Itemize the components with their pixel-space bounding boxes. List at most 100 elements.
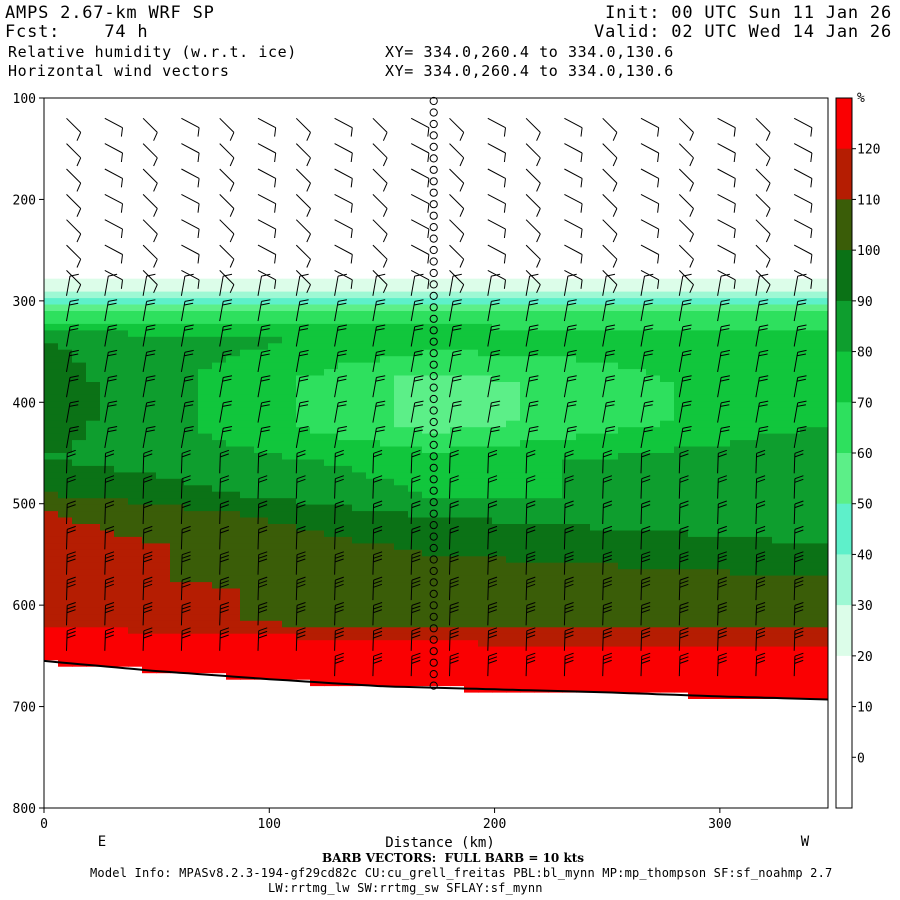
rh-cell xyxy=(688,498,703,506)
rh-cell xyxy=(618,646,633,654)
rh-cell xyxy=(282,362,297,370)
rh-cell xyxy=(786,685,801,693)
wind-barb-feather xyxy=(184,328,194,331)
rh-cell xyxy=(450,291,465,299)
rh-cell xyxy=(576,291,591,299)
rh-cell xyxy=(534,394,549,403)
wind-barb-feather xyxy=(459,157,465,167)
wind-barb-feather xyxy=(197,279,200,289)
rh-cell xyxy=(394,582,409,590)
rh-cell xyxy=(212,607,227,616)
rh-cell xyxy=(72,614,87,622)
rh-cell xyxy=(730,678,745,687)
wind-barb xyxy=(142,194,158,209)
rh-cell xyxy=(422,595,437,603)
rh-cell xyxy=(800,285,815,293)
rh-cell xyxy=(464,440,479,448)
rh-cell xyxy=(814,620,828,628)
rh-cell xyxy=(310,582,325,590)
rh-cell xyxy=(450,317,465,325)
rh-cell xyxy=(198,504,213,512)
wind-barb-feather xyxy=(335,576,344,581)
rh-cell xyxy=(758,691,773,699)
rh-cell xyxy=(282,330,297,338)
wind-barb xyxy=(180,478,183,499)
wind-barb-feather xyxy=(756,602,766,606)
rh-cell xyxy=(268,304,283,312)
rh-cell xyxy=(744,394,759,403)
rh-cell xyxy=(268,291,283,299)
rh-cell xyxy=(44,549,59,557)
rh-cell xyxy=(786,298,801,306)
wind-barb-feather xyxy=(641,630,651,635)
rh-cell xyxy=(394,317,409,325)
rh-cell xyxy=(814,446,828,454)
wind-barb-feather xyxy=(603,605,612,610)
rh-cell xyxy=(338,343,353,351)
rh-cell xyxy=(590,369,605,377)
rh-cell xyxy=(184,627,199,635)
rh-cell xyxy=(646,285,661,293)
wind-barb xyxy=(640,143,659,154)
rh-cell xyxy=(114,607,129,616)
rh-cell xyxy=(660,582,675,590)
rh-cell xyxy=(618,524,633,532)
rh-cell xyxy=(296,414,311,422)
wind-barb xyxy=(295,478,298,499)
rh-cell xyxy=(156,298,171,306)
rh-cell xyxy=(380,640,395,648)
rh-cell xyxy=(296,614,311,622)
rh-cell xyxy=(716,653,731,661)
rh-cell xyxy=(548,407,563,415)
rh-cell xyxy=(394,330,409,338)
rh-cell xyxy=(478,278,493,286)
rh-cell xyxy=(254,536,269,545)
rh-cell xyxy=(660,330,675,338)
rh-cell xyxy=(352,369,367,377)
wind-barb-feather xyxy=(717,558,727,563)
rh-cell xyxy=(156,659,171,667)
rh-cell xyxy=(114,653,129,661)
rh-cell xyxy=(576,627,591,635)
wind-barb-feather xyxy=(411,609,421,614)
wind-barb xyxy=(755,554,758,575)
rh-cell xyxy=(506,620,521,628)
wind-barb-feather xyxy=(526,630,536,635)
wind-barb-feather xyxy=(526,475,536,480)
wind-barb-feather xyxy=(756,576,766,581)
rh-cell xyxy=(492,465,507,474)
rh-cell xyxy=(380,459,395,467)
rh-cell xyxy=(632,278,647,286)
wind-barb-feather xyxy=(299,324,309,328)
wind-barb-feather xyxy=(450,652,459,657)
wind-barb-feather xyxy=(526,554,536,559)
rh-cell xyxy=(394,298,409,306)
rh-cell xyxy=(674,285,689,293)
rh-cell xyxy=(478,543,493,551)
rh-cell xyxy=(744,382,759,390)
rh-cell xyxy=(114,485,129,493)
rh-cell xyxy=(688,465,703,474)
rh-cell xyxy=(394,362,409,370)
rh-cell xyxy=(590,388,605,396)
rh-cell xyxy=(744,311,759,319)
rh-cell xyxy=(44,653,59,661)
rh-cell xyxy=(86,524,101,532)
rh-cell xyxy=(492,678,507,687)
rh-cell xyxy=(142,336,157,344)
wind-barb-feather xyxy=(69,353,79,357)
rh-cell xyxy=(716,453,731,461)
rh-cell xyxy=(702,511,717,519)
rh-cell xyxy=(492,575,507,583)
wind-barb-feather xyxy=(220,551,230,556)
rh-cell xyxy=(352,407,367,415)
wind-barb-feather xyxy=(181,627,191,632)
rh-cell xyxy=(562,375,577,383)
rh-cell xyxy=(534,401,549,409)
wind-barb-feather xyxy=(260,302,270,306)
wind-barb-feather xyxy=(488,529,498,534)
rh-cell xyxy=(674,672,689,680)
rh-cell xyxy=(366,420,381,428)
rh-cell xyxy=(590,433,605,441)
rh-cell xyxy=(478,330,493,338)
